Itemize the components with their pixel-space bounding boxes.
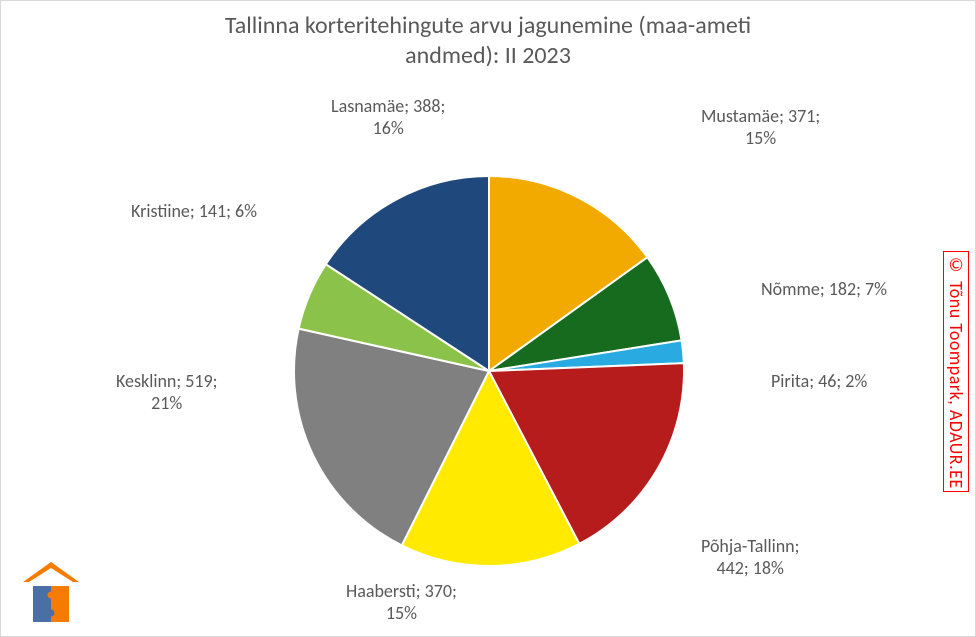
- slice-label-kesklinn: Kesklinn; 519; 21%: [116, 371, 217, 414]
- logo-puzzle: [33, 586, 69, 622]
- adaur-logo-icon: [19, 560, 83, 624]
- slice-label-kristiine: Kristiine; 141; 6%: [131, 201, 257, 223]
- slice-label-pirita: Pirita; 46; 2%: [771, 371, 867, 393]
- pie-chart: [1, 1, 976, 637]
- slice-label-n-mme: Nõmme; 182; 7%: [761, 279, 887, 301]
- watermark-copyright: © Tõnu Toompark, ADAUR.EE: [943, 251, 969, 492]
- slice-label-haabersti: Haabersti; 370; 15%: [346, 581, 457, 624]
- slice-label-p-hja-tallinn: Põhja-Tallinn; 442; 18%: [701, 536, 799, 579]
- logo-roof: [23, 562, 79, 582]
- slice-label-lasnam-e: Lasnamäe; 388; 16%: [331, 96, 445, 139]
- slice-label-mustam-e: Mustamäe; 371; 15%: [701, 106, 820, 149]
